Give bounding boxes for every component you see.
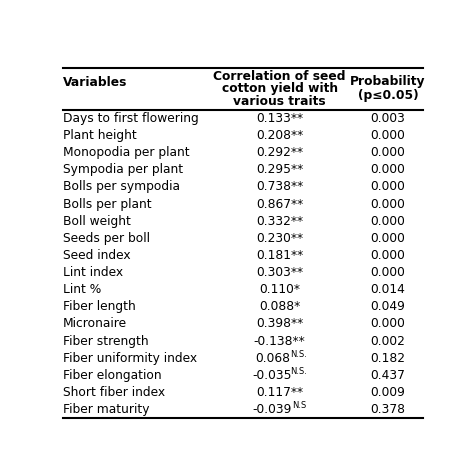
Text: Micronaire: Micronaire — [63, 318, 127, 330]
Text: Correlation of seed: Correlation of seed — [213, 71, 346, 83]
Text: 0.867**: 0.867** — [256, 198, 303, 210]
Text: Fiber maturity: Fiber maturity — [63, 403, 149, 416]
Text: Plant height: Plant height — [63, 129, 137, 142]
Text: Short fiber index: Short fiber index — [63, 386, 165, 399]
Text: 0.049: 0.049 — [371, 301, 405, 313]
Text: Fiber length: Fiber length — [63, 301, 136, 313]
Text: various traits: various traits — [233, 94, 326, 108]
Text: cotton yield with: cotton yield with — [222, 82, 337, 95]
Text: -0.035: -0.035 — [253, 369, 292, 382]
Text: 0.738**: 0.738** — [256, 181, 303, 193]
Text: 0.000: 0.000 — [371, 163, 405, 176]
Text: 0.398**: 0.398** — [256, 318, 303, 330]
Text: 0.117**: 0.117** — [256, 386, 303, 399]
Text: 0.000: 0.000 — [371, 181, 405, 193]
Text: 0.000: 0.000 — [371, 266, 405, 279]
Text: 0.208**: 0.208** — [256, 129, 303, 142]
Text: 0.000: 0.000 — [371, 146, 405, 159]
Text: Monopodia per plant: Monopodia per plant — [63, 146, 190, 159]
Text: 0.002: 0.002 — [371, 335, 405, 347]
Text: N.S.: N.S. — [290, 350, 307, 359]
Text: Seed index: Seed index — [63, 249, 130, 262]
Text: 0.009: 0.009 — [371, 386, 405, 399]
Text: Lint %: Lint % — [63, 283, 101, 296]
Text: -0.039: -0.039 — [253, 403, 292, 416]
Text: 0.000: 0.000 — [371, 198, 405, 210]
Text: Seeds per boll: Seeds per boll — [63, 232, 150, 245]
Text: 0.014: 0.014 — [371, 283, 405, 296]
Text: 0.133**: 0.133** — [256, 112, 303, 125]
Text: 0.000: 0.000 — [371, 249, 405, 262]
Text: Lint index: Lint index — [63, 266, 123, 279]
Text: 0.110*: 0.110* — [259, 283, 300, 296]
Text: Sympodia per plant: Sympodia per plant — [63, 163, 183, 176]
Text: 0.292**: 0.292** — [256, 146, 303, 159]
Text: Fiber uniformity index: Fiber uniformity index — [63, 352, 197, 365]
Text: 0.000: 0.000 — [371, 232, 405, 245]
Text: 0.230**: 0.230** — [256, 232, 303, 245]
Text: 0.332**: 0.332** — [256, 215, 303, 228]
Text: 0.437: 0.437 — [371, 369, 405, 382]
Text: Variables: Variables — [63, 76, 128, 89]
Text: 0.003: 0.003 — [371, 112, 405, 125]
Text: 0.295**: 0.295** — [256, 163, 303, 176]
Text: 0.000: 0.000 — [371, 129, 405, 142]
Text: (p≤0.05): (p≤0.05) — [358, 89, 419, 102]
Text: Fiber elongation: Fiber elongation — [63, 369, 162, 382]
Text: 0.068: 0.068 — [255, 352, 290, 365]
Text: Bolls per plant: Bolls per plant — [63, 198, 152, 210]
Text: 0.303**: 0.303** — [256, 266, 303, 279]
Text: -0.138**: -0.138** — [254, 335, 306, 347]
Text: 0.378: 0.378 — [371, 403, 406, 416]
Text: Days to first flowering: Days to first flowering — [63, 112, 199, 125]
Text: 0.000: 0.000 — [371, 215, 405, 228]
Text: Probability: Probability — [350, 75, 426, 88]
Text: N.S: N.S — [292, 401, 306, 410]
Text: Boll weight: Boll weight — [63, 215, 131, 228]
Text: Bolls per sympodia: Bolls per sympodia — [63, 181, 180, 193]
Text: 0.182: 0.182 — [371, 352, 406, 365]
Text: Fiber strength: Fiber strength — [63, 335, 148, 347]
Text: 0.088*: 0.088* — [259, 301, 301, 313]
Text: 0.181**: 0.181** — [256, 249, 303, 262]
Text: N.S.: N.S. — [290, 367, 307, 376]
Text: 0.000: 0.000 — [371, 318, 405, 330]
